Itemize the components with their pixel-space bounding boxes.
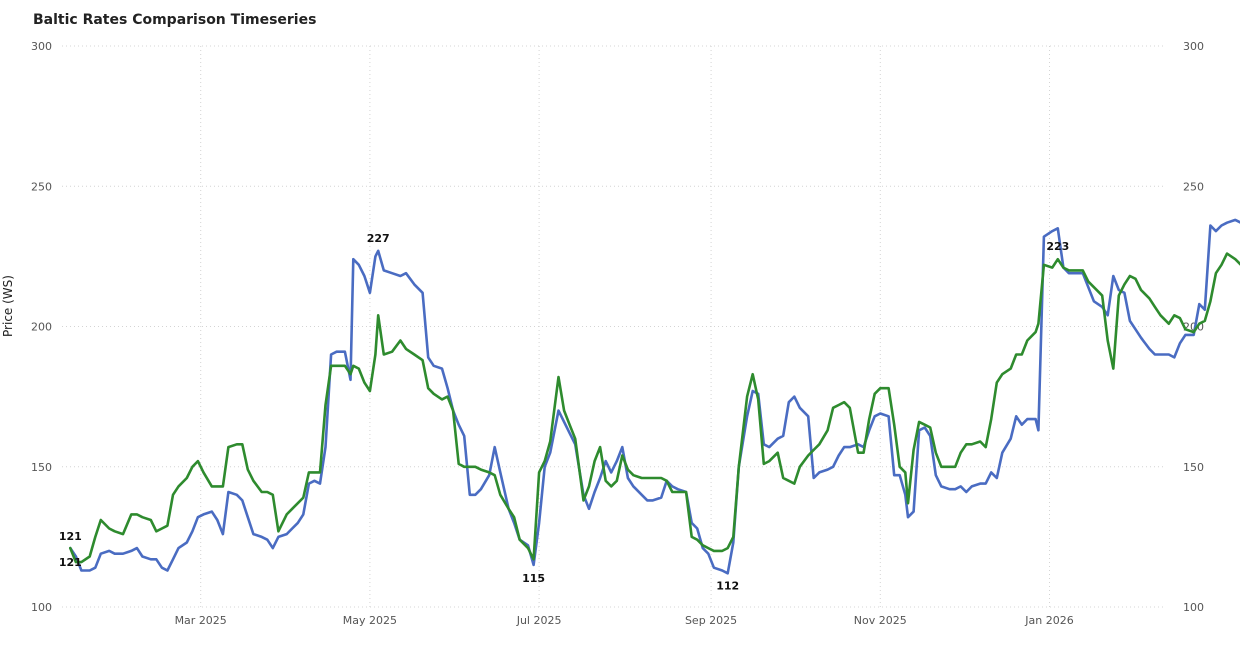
x-tick-label: Mar 2025 — [175, 614, 227, 627]
gridlines — [62, 45, 1166, 608]
series-line-td9 — [69, 218, 1240, 575]
y-tick-label-left: 250 — [31, 180, 52, 193]
data-label: 227 — [367, 232, 390, 245]
x-tick-label: Jul 2025 — [516, 614, 562, 627]
y-tick-label-left: 100 — [31, 601, 52, 614]
series-lines — [69, 218, 1240, 575]
chart-title: Baltic Rates Comparison Timeseries — [33, 12, 317, 28]
y-tick-label-right: 150 — [1183, 461, 1204, 474]
y-tick-label-right: 250 — [1183, 180, 1204, 193]
y-tick-label-right: 100 — [1183, 601, 1204, 614]
x-tick-label: May 2025 — [343, 614, 397, 627]
y-tick-label-left: 200 — [31, 321, 52, 334]
x-axis: Mar 2025 May 2025 Jul 2025 Sep 2025 Nov 2025… — [175, 614, 1074, 627]
y-axis-label: Price (WS) — [1, 275, 15, 337]
annotations: 121121227115112223295271 — [59, 232, 1069, 593]
y-tick-label-left: 150 — [31, 461, 52, 474]
data-label: 112 — [716, 579, 739, 592]
y-tick-label-left: 300 — [31, 40, 52, 53]
y-tick-label-right: 300 — [1183, 40, 1204, 53]
y-axis-left: 100 150 200 250 300 — [31, 40, 52, 614]
data-label: 115 — [522, 572, 545, 585]
series-line-td25 — [69, 252, 1240, 564]
x-tick-label: Jan 2026 — [1024, 614, 1073, 627]
data-label: 121 — [59, 530, 82, 543]
data-label: 223 — [1046, 240, 1069, 253]
x-tick-label: Sep 2025 — [685, 614, 737, 627]
x-tick-label: Nov 2025 — [854, 614, 907, 627]
data-label: 121 — [59, 556, 82, 569]
